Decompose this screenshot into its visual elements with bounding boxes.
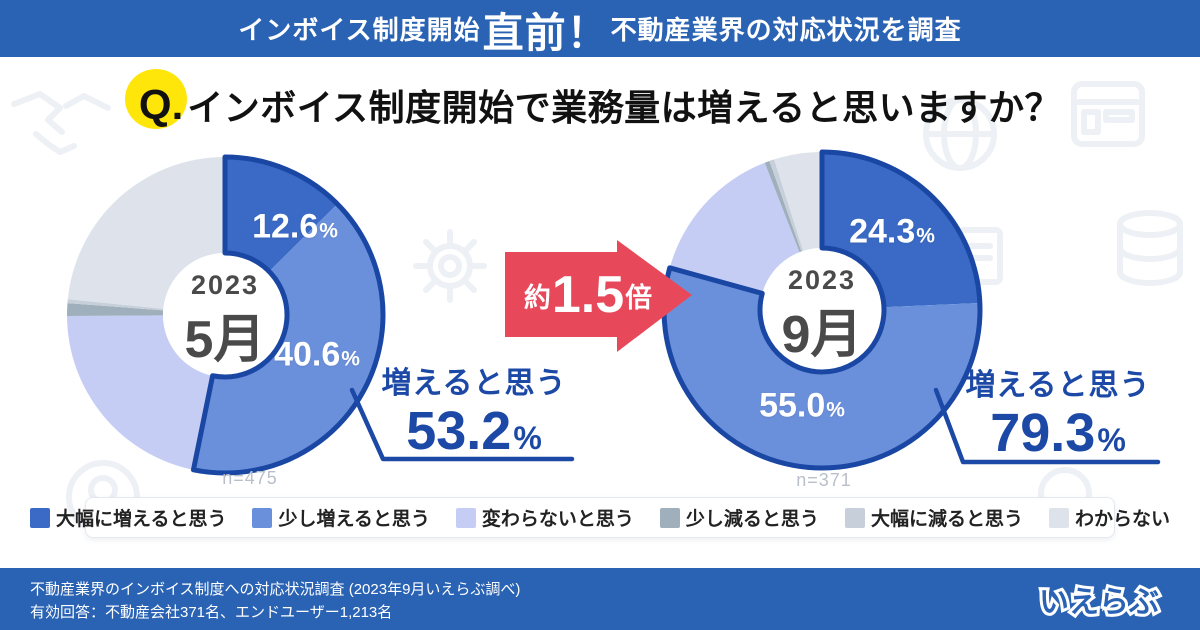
growth-ratio-label: 約 1.5 倍 [523, 266, 653, 324]
footer-source-text: 不動産業界のインボイス制度への対応状況調査 (2023年9月いえらぶ調べ) 有効… [30, 578, 520, 625]
footer: 不動産業界のインボイス制度への対応状況調査 (2023年9月いえらぶ調べ) 有効… [0, 568, 1200, 630]
legend-item: 少し増えると思う [252, 504, 430, 531]
sample-size-label: n=475 [222, 468, 278, 488]
legend-swatch-icon [455, 507, 476, 528]
question-badge: Q. [124, 69, 187, 129]
slice-value-label: 24.3% [849, 212, 935, 251]
sample-size-label: n=371 [796, 470, 852, 490]
gear-watermark-icon [413, 229, 487, 303]
legend-swatch-icon [1048, 507, 1069, 528]
growth-arrow: 約 1.5 倍 [500, 238, 700, 358]
callout-september-total: 増えると思う 79.3% [965, 369, 1151, 463]
banner-text-prefix: インボイス制度開始 [238, 15, 481, 45]
banner-text-emphasis: 直前！ [482, 9, 609, 56]
slice-value-label: 12.6% [252, 207, 338, 246]
arrow-shape-icon [505, 240, 692, 352]
top-banner: インボイス制度開始 直前！ 不動産業界の対応状況を調査 [0, 0, 1200, 57]
chart-center-year: 2023 [190, 270, 260, 300]
donut-chart-may: 2023 5月 12.6% 40.6% n=475 [55, 145, 395, 488]
legend-item: 大幅に増えると思う [30, 504, 226, 531]
donut-chart-may-svg [66, 154, 386, 476]
legend-label: 変わらないと思う [481, 509, 634, 530]
legend-swatch-icon [252, 507, 273, 528]
chart-center-year: 2023 [787, 265, 857, 295]
legend-swatch-icon [30, 507, 51, 528]
slice-value-label: 40.6% [274, 335, 360, 374]
question-text: インボイス制度開始で業務量は増えると思いますか？ [187, 87, 1062, 128]
legend-label: 少し減ると思う [685, 509, 819, 530]
legend-item: 少し減ると思う [659, 504, 819, 531]
question-title: Q. インボイス制度開始で業務量は増えると思いますか？ [0, 69, 1200, 138]
legend-item: 大幅に減ると思う [844, 504, 1023, 531]
question-q-label: Q. [138, 81, 184, 128]
legend: 大幅に増えると思う 少し増えると思う 変わらないと思う 少し減ると思う 大幅に減ると思う… [30, 497, 1170, 538]
ielove-logo: いえらぶ [1036, 583, 1162, 622]
legend-label: わからない [1074, 509, 1170, 530]
yellow-circle-highlight [124, 69, 187, 129]
chart-center-month: 9月 [781, 306, 863, 364]
slice-value-label: 55.0% [759, 386, 845, 425]
legend-swatch-icon [659, 507, 680, 528]
database-watermark-icon [1117, 210, 1183, 286]
banner-text-suffix: 不動産業界の対応状況を調査 [610, 15, 962, 45]
donut-chart-september-svg [661, 149, 983, 471]
svg-text:いえらぶ: いえらぶ [1039, 586, 1159, 619]
chart-center-month: 5月 [184, 311, 266, 369]
legend-item: わからない [1048, 504, 1170, 531]
legend-swatch-icon [844, 507, 865, 528]
callout-may-total: 増えると思う 53.2% [381, 367, 567, 461]
legend-label: 大幅に増えると思う [56, 509, 227, 530]
legend-label: 少し増えると思う [278, 509, 430, 530]
footer-line2: 有効回答：不動産会社371名、エンドユーザー1,213名 [30, 604, 393, 622]
legend-label: 大幅に減ると思う [870, 509, 1023, 530]
donut-chart-september: 2023 9月 24.3% 55.0% n=371 [652, 140, 992, 490]
legend-item: 変わらないと思う [455, 504, 634, 531]
footer-line1: 不動産業界のインボイス制度への対応状況調査 (2023年9月いえらぶ調べ) [30, 581, 521, 598]
